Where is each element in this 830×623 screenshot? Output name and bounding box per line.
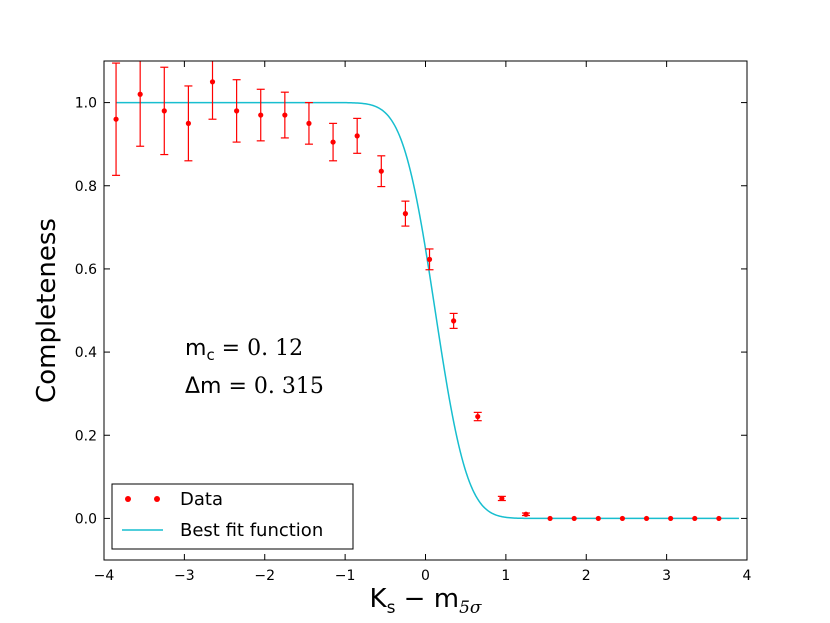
- y-tick-label: 1.0: [75, 96, 97, 112]
- data-point: [378, 168, 384, 174]
- legend-data-marker: [154, 496, 160, 502]
- data-point: [113, 116, 119, 122]
- data-point: [209, 79, 216, 85]
- annotation-mc-rest: = 0. 12: [215, 336, 303, 361]
- x-tick-label: 1: [501, 568, 510, 584]
- data-point: [475, 413, 481, 420]
- data-point: [234, 108, 240, 114]
- data-point: [402, 211, 409, 217]
- legend-data-marker: [125, 496, 131, 502]
- annotation-delta-m: Δm = 0. 315: [185, 374, 324, 399]
- data-point: [354, 133, 360, 139]
- legend-label-fit: Best fit function: [180, 520, 323, 541]
- data-point: [692, 515, 698, 522]
- data-point: [547, 515, 553, 522]
- x-tick-label: 4: [743, 568, 752, 584]
- data-point: [643, 515, 650, 522]
- x-axis-label-sub: s: [387, 598, 396, 618]
- annotation-delta-m-rest: = 0. 315: [221, 374, 323, 399]
- y-tick-label: 0.4: [75, 345, 97, 361]
- x-tick-label: −2: [254, 568, 275, 584]
- data-point: [619, 515, 626, 522]
- x-tick-label: 2: [582, 568, 591, 584]
- data-point: [523, 511, 529, 517]
- data-point: [426, 256, 433, 262]
- annotation-mc-main: m: [185, 336, 206, 361]
- data-point: [258, 112, 264, 118]
- data-points-group: [112, 61, 722, 522]
- data-point: [137, 91, 143, 97]
- x-axis-label-sub2: 5σ: [459, 598, 482, 618]
- legend-label-data: Data: [180, 489, 223, 510]
- x-tick-label: −4: [94, 568, 115, 584]
- x-tick-label: −1: [335, 568, 356, 584]
- x-axis-label-mid: − m: [395, 584, 459, 614]
- data-point: [185, 120, 191, 126]
- y-axis-label: Completeness: [32, 218, 62, 403]
- y-tick-label: 0.0: [75, 511, 97, 527]
- y-tick-label: 0.8: [75, 179, 97, 195]
- x-tick-label: −3: [174, 568, 195, 584]
- annotation-delta-m-main: Δm: [185, 374, 221, 399]
- data-point: [306, 120, 312, 126]
- y-tick-label: 0.2: [75, 428, 97, 444]
- data-point: [499, 495, 505, 502]
- data-point: [451, 318, 457, 324]
- data-point: [282, 112, 288, 118]
- legend: Data Best fit function: [111, 483, 354, 550]
- data-point: [161, 108, 167, 114]
- x-axis-label-main: K: [370, 584, 388, 614]
- fit-curve-line: [116, 101, 739, 520]
- data-point: [668, 515, 674, 522]
- ticks-layer: −4 −3 −2 −1 0 1 2 3 4 0.0 0.2 0.4 0.6 0.8 1.0: [75, 61, 752, 584]
- x-axis-label: Ks − m5σ: [370, 584, 482, 618]
- x-tick-label: 0: [421, 568, 430, 584]
- data-point: [330, 139, 336, 145]
- annotation-mc: mc = 0. 12: [185, 336, 303, 364]
- x-tick-label: 3: [662, 568, 671, 584]
- y-tick-label: 0.6: [75, 262, 97, 278]
- data-point: [595, 515, 601, 522]
- plot-layer: [112, 61, 739, 522]
- annotation-mc-sub: c: [206, 346, 214, 364]
- data-point: [716, 515, 722, 522]
- data-point: [571, 515, 577, 522]
- legend-box: [111, 483, 354, 550]
